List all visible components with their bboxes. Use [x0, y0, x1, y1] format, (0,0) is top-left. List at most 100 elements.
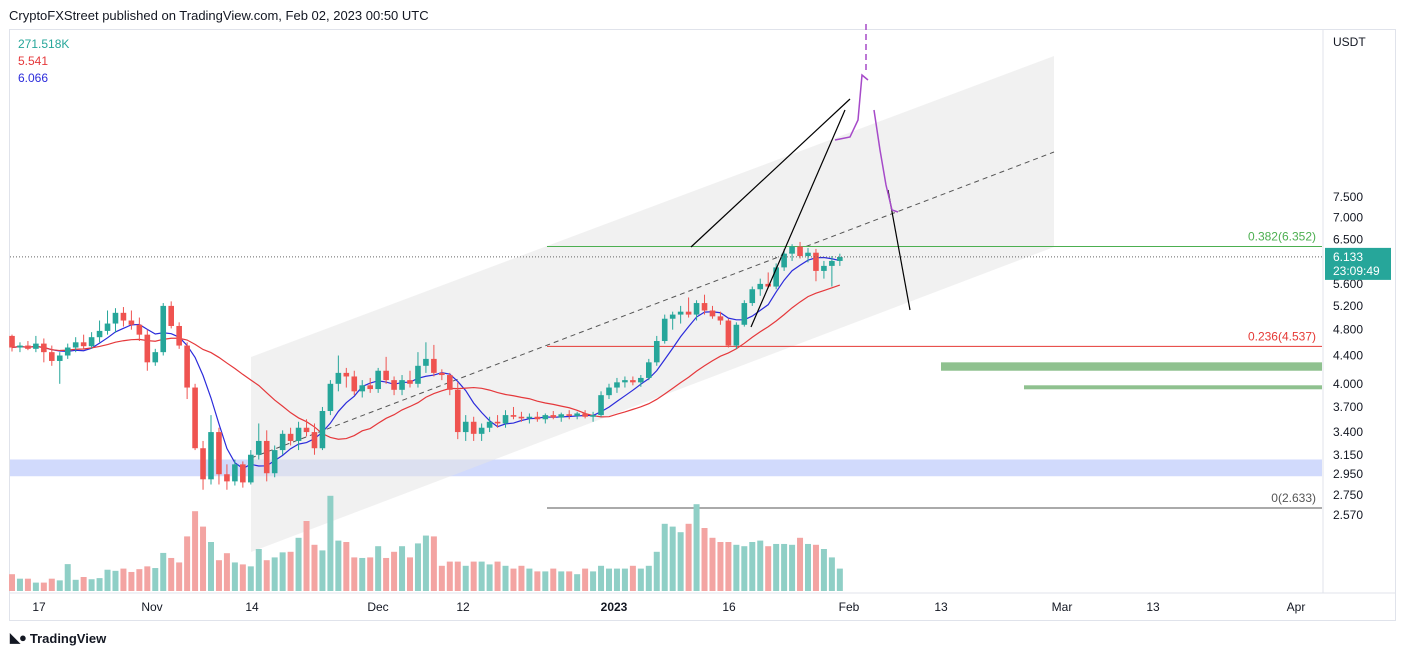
volume-bar [144, 566, 151, 591]
candle-body [614, 382, 620, 388]
volume-bar [566, 571, 573, 591]
time-tick-label: 13 [1146, 600, 1160, 614]
volume-bar [407, 557, 413, 591]
volume-bar [48, 578, 55, 591]
candle-body [49, 352, 55, 361]
price-tick-label: 7.500 [1333, 190, 1363, 204]
candle-body [510, 415, 517, 417]
volume-bar [303, 521, 310, 591]
volume-bar [375, 546, 382, 591]
volume-bar [80, 577, 87, 591]
tradingview-footer[interactable]: ◣● TradingView [10, 630, 106, 646]
candle-body [9, 335, 15, 348]
volume-bar [749, 542, 756, 591]
volume-bar [454, 561, 461, 591]
candle-body [415, 365, 421, 384]
candle-body [359, 385, 366, 392]
price-tick-label: 3.700 [1333, 400, 1363, 414]
volume-bar [343, 542, 350, 591]
price-tick-label: 6.500 [1333, 233, 1363, 247]
candle-body [33, 343, 39, 349]
volume-bar [136, 569, 143, 591]
time-tick-label: Feb [839, 600, 860, 614]
volume-bar [637, 568, 644, 591]
candle-body [821, 265, 827, 271]
candle-body [797, 246, 803, 257]
candle-body [407, 380, 413, 384]
candle-body [494, 421, 501, 424]
candle-body [327, 383, 334, 412]
chart-frame [9, 29, 1396, 621]
candle-body [550, 415, 557, 418]
volume-bar [598, 565, 605, 591]
wedge-lower-line [750, 109, 846, 328]
candle-body [303, 427, 310, 433]
candle-body [208, 432, 214, 480]
volume-bar [56, 580, 63, 591]
volume-bar [263, 560, 270, 591]
candle-body [733, 324, 740, 346]
volume-bar [773, 543, 780, 591]
candle-body [486, 421, 493, 428]
volume-bar [534, 571, 541, 591]
candle-body [375, 370, 381, 390]
candle-body [606, 387, 612, 396]
candle-body [88, 337, 95, 347]
candle-body [598, 395, 604, 416]
volume-bar [24, 578, 31, 591]
volume-bar [812, 544, 819, 591]
volume-bar [311, 544, 318, 591]
volume-bar [64, 564, 71, 591]
candle-body [41, 343, 47, 353]
volume-bar [789, 544, 796, 591]
volume-bar [271, 557, 278, 591]
volume-bar [645, 565, 652, 591]
candle-body [725, 320, 732, 346]
price-tick-label: 4.400 [1333, 349, 1363, 363]
wedge-upper-line [690, 98, 851, 248]
candle-body [176, 325, 182, 346]
candle-body [311, 432, 318, 449]
candle-body [630, 380, 636, 383]
candle-body [773, 267, 779, 287]
price-tick-label: 2.570 [1333, 508, 1363, 522]
candle-body [17, 345, 23, 348]
volume-bar [781, 543, 788, 591]
candle-body [478, 427, 485, 434]
candle-body [128, 320, 135, 325]
volume-bar [661, 523, 668, 591]
candle-body [661, 318, 668, 342]
volume-bar [542, 571, 549, 591]
volume-bar [510, 568, 517, 591]
candle-body [669, 314, 676, 319]
volume-bar [669, 526, 676, 591]
volume-bar [438, 565, 445, 591]
volume-bar [9, 574, 15, 591]
candle-body [646, 362, 652, 378]
volume-bar [367, 557, 374, 591]
candle-body [741, 303, 748, 325]
candle-body [701, 303, 708, 311]
volume-bar [112, 570, 119, 591]
volume-bar [797, 537, 804, 591]
candle-body [240, 464, 246, 483]
volume-bar [526, 568, 533, 591]
demand-zone [10, 459, 1322, 477]
volume-bar [399, 546, 406, 591]
candle-body [677, 311, 684, 315]
volume-bar [40, 582, 47, 591]
candle-body [96, 330, 103, 338]
volume-bar [215, 560, 222, 591]
volume-bar [606, 568, 612, 591]
candle-body [295, 427, 302, 441]
volume-bar [120, 568, 127, 591]
candle-body [757, 283, 764, 290]
volume-bar [231, 562, 238, 591]
candle-body [25, 345, 31, 349]
support-zone-1 [941, 362, 1322, 371]
volume-bar [279, 552, 286, 591]
candle-body [781, 253, 787, 268]
time-tick-label: 17 [32, 600, 46, 614]
volume-bar [462, 565, 469, 591]
